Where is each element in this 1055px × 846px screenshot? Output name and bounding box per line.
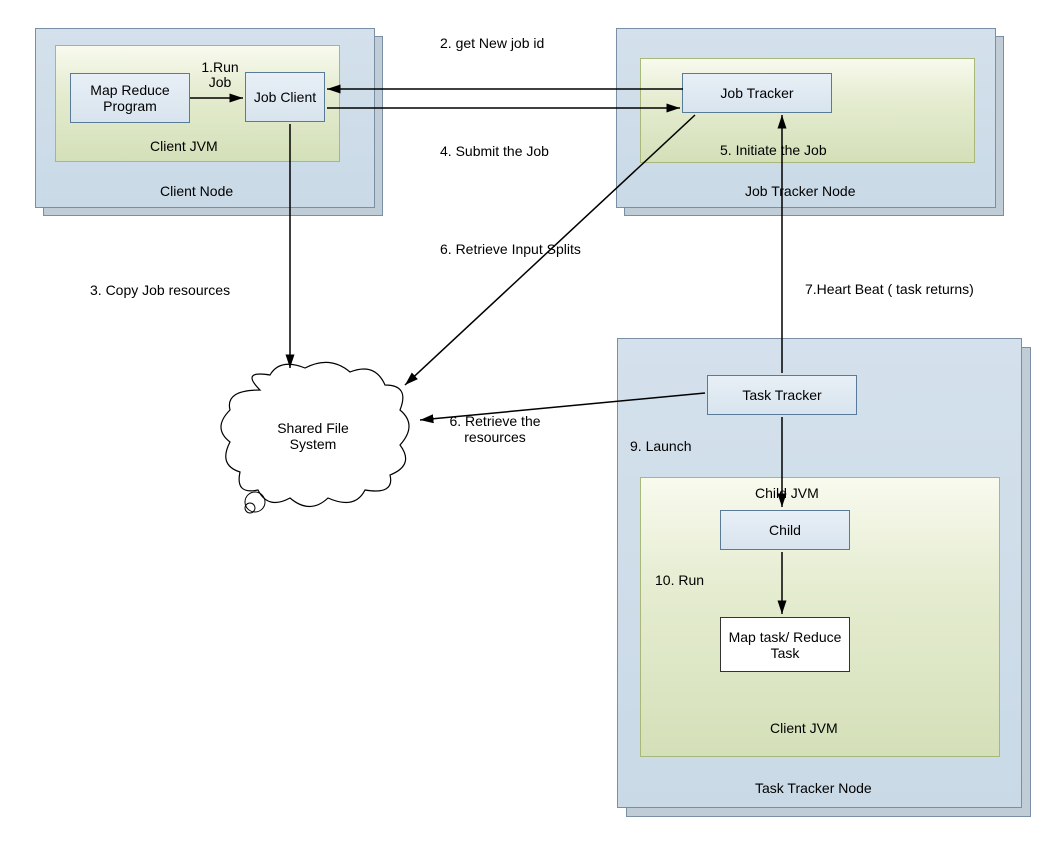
job-tracker-box: Job Tracker bbox=[682, 73, 832, 113]
step2-label: 2. get New job id bbox=[440, 35, 544, 51]
job-client-label: Job Client bbox=[254, 89, 316, 105]
map-task-label: Map task/ Reduce Task bbox=[721, 629, 849, 661]
map-task-box: Map task/ Reduce Task bbox=[720, 617, 850, 672]
child-label: Child bbox=[769, 522, 801, 538]
job-client-box: Job Client bbox=[245, 72, 325, 122]
task-tracker-box: Task Tracker bbox=[707, 375, 857, 415]
step1-label: 1.Run Job bbox=[195, 60, 245, 91]
map-reduce-label: Map Reduce Program bbox=[71, 82, 189, 114]
job-tracker-label: Job Tracker bbox=[720, 85, 793, 101]
cloud-label: Shared File System bbox=[263, 420, 363, 452]
step7-label: 7.Heart Beat ( task returns) bbox=[805, 281, 974, 297]
task-tracker-node-label: Task Tracker Node bbox=[755, 780, 872, 796]
step5-label: 5. Initiate the Job bbox=[720, 142, 827, 158]
task-tracker-jvm-label: Client JVM bbox=[770, 720, 838, 736]
step9-label: 9. Launch bbox=[630, 438, 692, 454]
client-node-label: Client Node bbox=[160, 183, 233, 199]
step6a-label: 6. Retrieve Input Splits bbox=[440, 241, 581, 257]
child-box: Child bbox=[720, 510, 850, 550]
job-tracker-node-label: Job Tracker Node bbox=[745, 183, 856, 199]
child-jvm-label: Child JVM bbox=[755, 485, 819, 501]
step10-label: 10. Run bbox=[655, 572, 704, 588]
step4-label: 4. Submit the Job bbox=[440, 143, 549, 159]
task-tracker-label: Task Tracker bbox=[742, 387, 821, 403]
client-jvm-label: Client JVM bbox=[150, 138, 218, 154]
step6b-label: 6. Retrieve the resources bbox=[440, 413, 550, 445]
step3-label: 3. Copy Job resources bbox=[90, 282, 230, 298]
map-reduce-box: Map Reduce Program bbox=[70, 73, 190, 123]
